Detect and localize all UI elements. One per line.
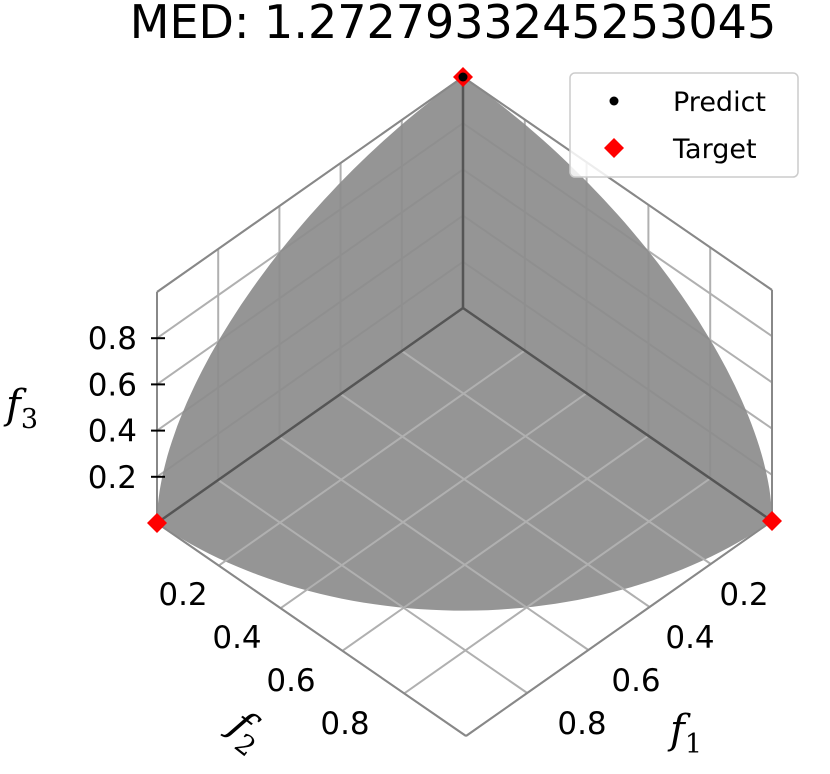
legend-marker-target xyxy=(604,138,624,158)
y-tick-label: 0.2 xyxy=(158,577,207,613)
legend-label: Predict xyxy=(673,87,766,118)
floor-grid-line xyxy=(341,434,649,652)
floor-grid-line xyxy=(403,477,711,695)
chart-title: MED: 1.2727933245253045 xyxy=(130,0,776,49)
sphere-octant xyxy=(157,77,772,611)
axis-edge xyxy=(156,306,464,525)
floor-grid-line xyxy=(218,349,526,567)
target-point xyxy=(762,511,782,531)
x-tick-label: 0.8 xyxy=(557,706,606,742)
legend-marker-predict xyxy=(609,96,619,106)
pane-edge xyxy=(465,520,773,737)
z-tick-label: 0.6 xyxy=(88,367,137,403)
x-tick-label: 0.6 xyxy=(611,663,660,699)
z-tick-label: 0.8 xyxy=(88,321,137,357)
y-tick-label: 0.4 xyxy=(212,620,261,656)
y-tick-label: 0.8 xyxy=(320,706,369,742)
floor-grid-line xyxy=(217,479,528,694)
floor-grid-lines xyxy=(156,76,773,737)
z-axis-label: f3 xyxy=(3,382,38,435)
data-points xyxy=(147,67,782,533)
axis-edge xyxy=(462,306,773,523)
target-point xyxy=(147,513,167,533)
floor-grid-line xyxy=(280,392,588,610)
x-tick-label: 0.2 xyxy=(719,577,768,613)
legend-box xyxy=(569,72,799,178)
predict-point xyxy=(458,72,468,82)
legend-label: Target xyxy=(672,134,757,165)
z-tick-label: 0.4 xyxy=(88,414,137,450)
pane-edge xyxy=(156,76,464,293)
y-axis-label: f2 xyxy=(215,700,275,763)
floor-grid-line xyxy=(278,436,589,651)
pane-edge xyxy=(156,522,467,737)
pareto-front-surface xyxy=(157,77,772,611)
legend: Predict Target xyxy=(569,72,799,178)
z-tick-label: 0.2 xyxy=(88,460,137,496)
y-tick-label: 0.6 xyxy=(266,663,315,699)
floor-grid-line xyxy=(401,350,712,565)
tick-labels: 0.20.40.60.80.20.40.60.80.20.40.60.8 xyxy=(88,321,769,742)
floor-grid-line xyxy=(340,393,651,608)
x-tick-label: 0.4 xyxy=(665,620,714,656)
x-axis-label: f1 xyxy=(667,707,702,760)
pane-edge xyxy=(462,76,773,291)
